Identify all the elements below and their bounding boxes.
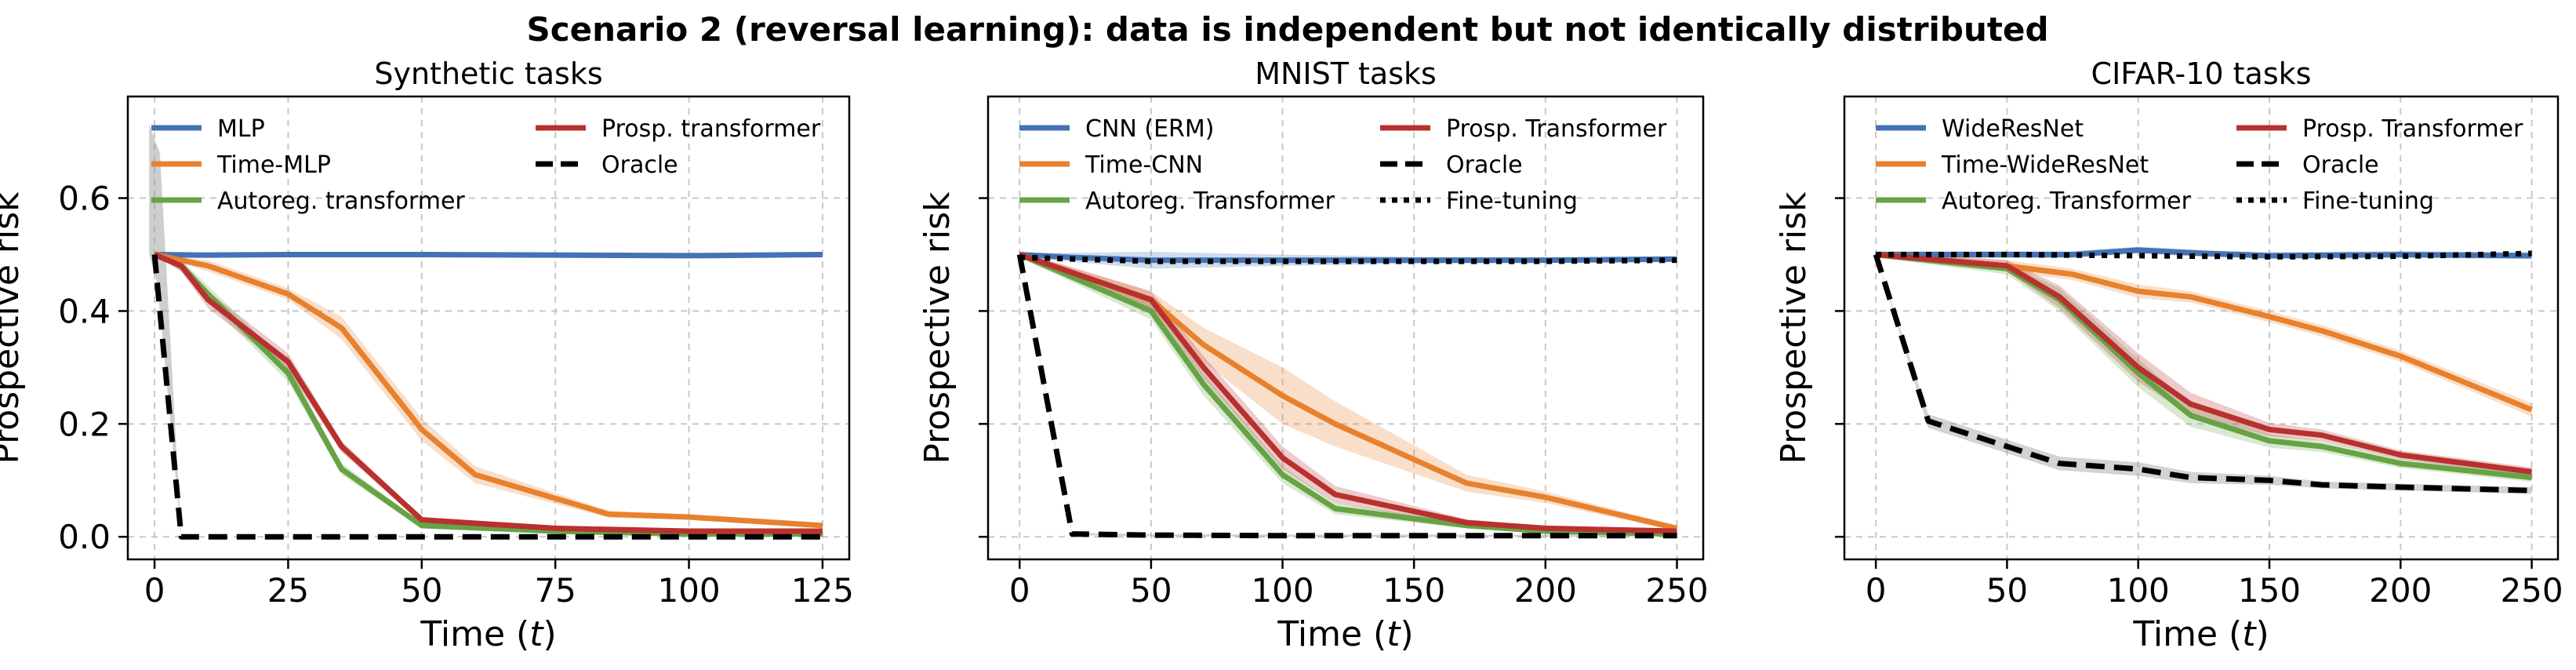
panel-1-line-prosp-transformer: [153, 252, 823, 534]
panel-1-xtick-label-3: 75: [534, 571, 576, 610]
panel-2-legend-label-autoreg-transformer: Autoreg. Transformer: [1085, 188, 1335, 215]
panel-2-xtick-label-1: 50: [1130, 571, 1172, 610]
panel-3-legend-label-autoreg-transformer: Autoreg. Transformer: [1942, 188, 2192, 215]
panel-2-xtick-label-4: 200: [1514, 571, 1577, 610]
panel-2-legend: CNN (ERM) Time-CNN Autoreg. Transformer Pro…: [1019, 115, 1667, 215]
panel-3-xtick-label-3: 150: [2238, 571, 2301, 610]
panel-3-frame: [1843, 95, 2560, 561]
panel-1-ytick-label-0: 0.0: [58, 518, 111, 556]
panel-2-xtick-label-2: 100: [1251, 571, 1313, 610]
panel-2-legend-label-prosp-transformer: Prosp. Transformer: [1446, 115, 1667, 143]
panel-3-ylabel: Prospective risk: [1774, 191, 1814, 464]
panel-2-frame: [986, 95, 1705, 561]
panel-3-band-time-wideresnet: [1876, 251, 2532, 417]
panel-3-legend-label-prosp-transformer: Prosp. Transformer: [2302, 115, 2523, 143]
panel-1-plot-area: [149, 124, 823, 540]
panel-3-xtick-label-0: 0: [1866, 571, 1887, 610]
panel-1-ytick-label-1: 0.2: [58, 405, 111, 443]
panel-1-ytick-label-3: 0.6: [58, 180, 111, 218]
panel-2-xlabel: Time (t): [1277, 614, 1413, 654]
panel-2-line-prosp-transformer: [1019, 252, 1677, 534]
panel-2-legend-label-cnn-erm: CNN (ERM): [1085, 115, 1214, 143]
panel-3-title: CIFAR-10 tasks: [2091, 56, 2312, 91]
panel-3-legend-label-time-wideresnet: Time-WideResNet: [1941, 151, 2149, 179]
panel-3-xtick-label-1: 50: [1986, 571, 2028, 610]
panel-3-line-prosp-transformer: [1875, 251, 2532, 475]
panel-3-legend-label-oracle: Oracle: [2302, 151, 2379, 179]
panel-1: 0 25 50 75 100 125 0.0 0.2 0.4 0.6 Synthetic tasks…: [0, 56, 854, 654]
panel-1-band-time-mlp: [154, 254, 823, 528]
panel-2-ylabel: Prospective risk: [917, 191, 957, 464]
panel-1-xtick-label-1: 25: [267, 571, 309, 610]
panel-1-line-oracle: [151, 254, 823, 540]
panel-1-ytick-label-2: 0.4: [58, 292, 111, 330]
panel-2-legend-label-oracle: Oracle: [1446, 151, 1523, 179]
panel-3-legend-label-wideresnet: WideResNet: [1942, 115, 2084, 143]
panel-3-plot-area: [1873, 246, 2533, 494]
panel-2-xtick-label-3: 150: [1382, 571, 1445, 610]
panel-2: 0 50 100 150 200 250 MNIST tasks Time (t) Prospe…: [917, 56, 1709, 654]
panel-3-line-fine-tuning: [1876, 250, 2532, 260]
panel-2-line-fine-tuning: [1019, 254, 1677, 264]
panel-2-xtick-label-5: 250: [1645, 571, 1708, 610]
panel-1-legend-label-prosp-transformer: Prosp. transformer: [601, 115, 821, 143]
panel-1-xlabel: Time (t): [420, 614, 556, 654]
panel-3-xtick-label-2: 100: [2107, 571, 2170, 610]
panel-1-ylabel: Prospective risk: [0, 191, 27, 464]
panel-1-legend-label-time-mlp: Time-MLP: [216, 151, 331, 179]
panel-2-band-time-cnn: [1019, 251, 1677, 532]
panel-3-xtick-label-4: 200: [2369, 571, 2432, 610]
panel-1-xtick-label-4: 100: [657, 571, 720, 610]
panel-3-line-time-wideresnet: [1875, 251, 2533, 413]
panel-2-title: MNIST tasks: [1255, 56, 1437, 91]
panel-1-xtick-label-5: 125: [791, 571, 854, 610]
panel-1-legend-label-mlp: MLP: [217, 115, 265, 143]
panel-1-line-time-mlp: [154, 252, 823, 529]
panel-2-legend-label-time-cnn: Time-CNN: [1085, 151, 1203, 179]
panel-3-xlabel: Time (t): [2132, 614, 2269, 654]
panel-3-legend: WideResNet Time-WideResNet Autoreg. Transf…: [1876, 115, 2523, 215]
panel-1-line-mlp: [154, 251, 823, 259]
panel-1-xtick-label-0: 0: [144, 571, 165, 610]
panel-1-xtick-label-2: 50: [401, 571, 442, 610]
panel-3-xtick-label-5: 250: [2500, 571, 2563, 610]
panel-3-legend-label-fine-tuning: Fine-tuning: [2302, 188, 2434, 215]
panel-2-band-prosp-transformer: [1019, 251, 1677, 533]
panel-1-band-autoreg-transformer: [154, 254, 823, 536]
panel-3: 0 50 100 150 200 250 CIFAR-10 tasks Time (t) Pro…: [1774, 56, 2563, 654]
panel-2-line-oracle: [1016, 253, 1677, 539]
panel-1-legend: MLP Time-MLP Autoreg. transformer Prosp. tr…: [151, 115, 821, 215]
figure-suptitle: Scenario 2 (reversal learning): data is …: [526, 10, 2048, 49]
panel-2-plot-area: [1016, 251, 1678, 539]
panels: 0 25 50 75 100 125 0.0 0.2 0.4 0.6 Synthetic tasks…: [0, 56, 2563, 654]
panel-2-legend-label-fine-tuning: Fine-tuning: [1446, 188, 1578, 215]
panel-2-line-autoreg-transformer: [1018, 252, 1677, 537]
panel-1-band-prosp-transformer: [154, 254, 823, 533]
panel-2-xtick-label-0: 0: [1009, 571, 1030, 610]
panel-1-legend-label-autoreg-transformer: Autoreg. transformer: [217, 188, 465, 215]
panel-3-line-oracle: [1873, 253, 2532, 493]
panel-1-line-autoreg-transformer: [153, 252, 823, 537]
panel-1-frame: [126, 95, 851, 561]
panel-1-legend-label-oracle: Oracle: [601, 151, 678, 179]
panel-1-title: Synthetic tasks: [374, 56, 602, 91]
